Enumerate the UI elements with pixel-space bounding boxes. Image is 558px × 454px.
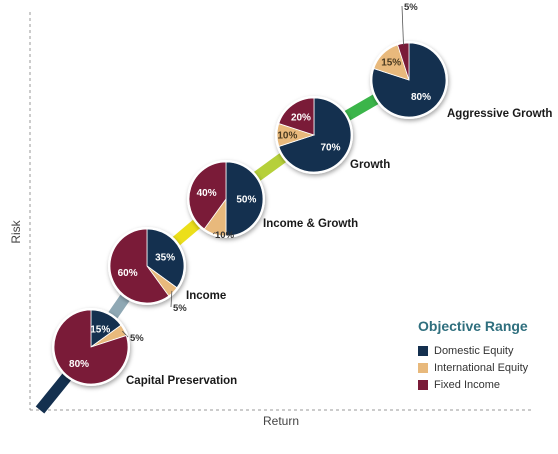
legend-swatch-fixed: [418, 379, 428, 390]
slice-label: 40%: [197, 188, 217, 199]
pie-slice-domestic-equity: [225, 161, 264, 237]
legend-label-fixed: Fixed Income: [434, 378, 501, 391]
slice-label: 5%: [130, 333, 144, 344]
slice-label: 20%: [291, 113, 311, 124]
pie-income-and-growth: 50% 10% 40% Income & Growth: [187, 160, 358, 241]
x-axis-label: Return: [263, 414, 299, 428]
legend-swatch-international: [418, 362, 428, 373]
callout-line: [401, 5, 404, 46]
slice-label: 15%: [90, 324, 110, 335]
legend-item-domestic-equity: Domestic Equity: [418, 342, 553, 359]
slice-label: 15%: [381, 58, 401, 69]
portfolio-pies: 15% 5% 80% Capital Preservation 35% 5% 60% Inco…: [52, 2, 552, 387]
slice-label: 60%: [118, 268, 138, 279]
legend-title: Objective Range: [418, 318, 528, 334]
pie-capital-preservation: 15% 5% 80% Capital Preservation: [52, 308, 237, 387]
slice-label: 10%: [215, 230, 235, 241]
y-axis-label: Risk: [9, 219, 23, 243]
callout-line: [170, 290, 173, 308]
pie-slice-fixed-income: [188, 161, 227, 230]
portfolio-label: Growth: [350, 159, 390, 171]
pie-slice-fixed-income: [109, 228, 170, 304]
portfolio-label: Aggressive Growth: [447, 108, 552, 120]
pie-income: 35% 5% 60% Income: [108, 227, 226, 314]
slice-label: 80%: [69, 359, 89, 370]
slice-label: 5%: [404, 2, 418, 13]
pie-slice-fixed-income: [278, 97, 315, 136]
legend-item-fixed-income: Fixed Income: [418, 376, 553, 393]
slice-label: 70%: [320, 142, 340, 153]
slice-label: 10%: [277, 131, 297, 142]
legend-item-international-equity: International Equity: [418, 359, 553, 376]
legend-swatch-domestic: [418, 345, 428, 356]
slice-label: 35%: [155, 252, 175, 263]
legend: Objective Range Domestic Equity Internat…: [418, 318, 553, 393]
pie-aggressive-growth: 80% 15% 5% Aggressive Growth: [370, 2, 552, 120]
callout-line: [212, 232, 216, 235]
portfolio-label: Income & Growth: [263, 218, 358, 230]
portfolio-label: Income: [186, 290, 226, 302]
pie-slice-domestic-equity: [146, 228, 185, 289]
pie-slice-fixed-income: [53, 309, 129, 385]
slice-label: 50%: [236, 195, 256, 206]
portfolio-label: Capital Preservation: [126, 375, 237, 387]
legend-label-international: International Equity: [434, 361, 529, 374]
pie-growth: 70% 10% 20% Growth: [275, 96, 390, 174]
slice-label: 80%: [411, 92, 431, 103]
legend-label-domestic: Domestic Equity: [434, 344, 514, 357]
slice-label: 5%: [173, 303, 187, 314]
callout-line: [122, 330, 129, 338]
